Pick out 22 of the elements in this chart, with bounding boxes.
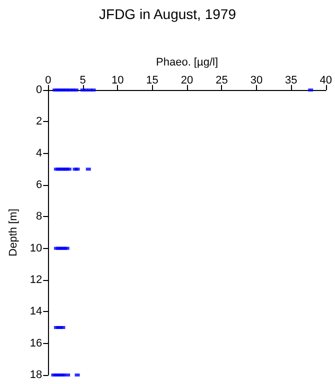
x-tick-label: 40 [320,74,332,86]
y-tick-label: 16 [30,337,42,350]
x-tick-label: 15 [146,74,158,86]
y-tick-label: 18 [30,369,42,381]
x-axis-title: Phaeo. [µg/l] [156,56,218,68]
y-tick-label: 2 [36,116,42,128]
x-tick-label: 20 [180,74,194,86]
y-tick-label: 8 [36,210,42,223]
y-tick-label: 6 [36,179,42,191]
x-tick-label: 5 [80,74,86,86]
y-axis-title: Depth [m] [8,208,20,256]
y-tick-label: 0 [36,84,42,96]
y-tick-label: 12 [30,274,42,286]
x-tick-label: 0 [45,74,52,86]
chart-title: JFDG in August, 1979 [99,6,236,22]
x-tick-label: 35 [285,74,298,86]
y-tick-label: 4 [36,147,42,160]
x-tick-label: 30 [250,74,263,86]
x-tick-label: 10 [111,74,124,86]
y-tick-label: 10 [30,242,42,254]
x-tick-label: 25 [216,74,228,86]
y-tick-label: 14 [30,306,42,318]
